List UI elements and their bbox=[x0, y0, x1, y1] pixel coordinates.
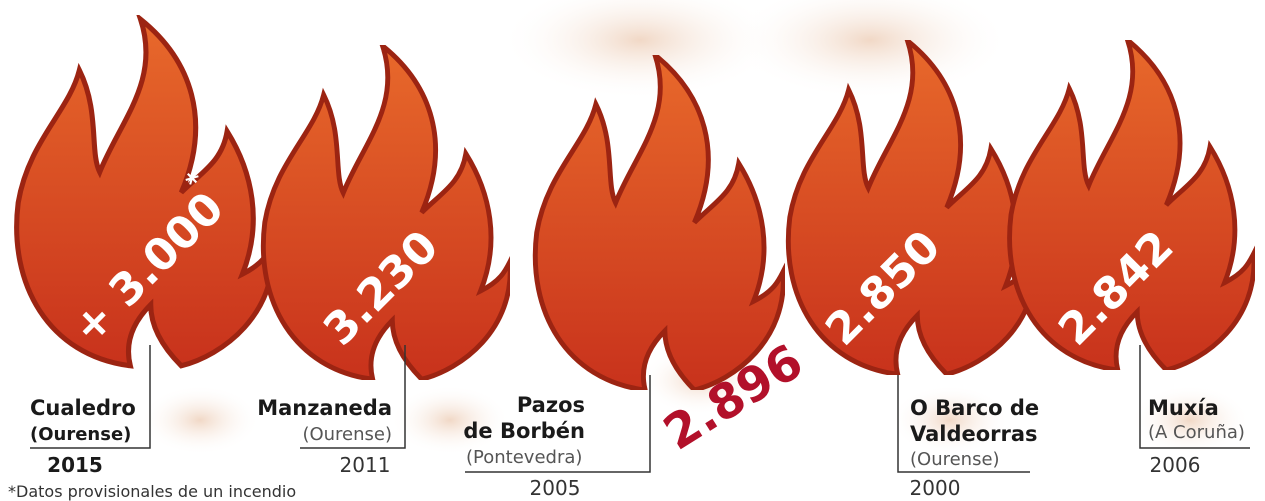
province: (Pontevedra) bbox=[466, 447, 582, 468]
province: (Ourense) bbox=[30, 424, 131, 445]
year: 2000 bbox=[910, 476, 961, 500]
place: Muxía bbox=[1148, 396, 1219, 420]
flame bbox=[1010, 40, 1254, 370]
place: Manzaneda bbox=[257, 396, 392, 420]
year: 2006 bbox=[1150, 453, 1201, 477]
province: (Ourense) bbox=[302, 424, 392, 445]
flame bbox=[535, 55, 783, 390]
flame bbox=[17, 19, 274, 366]
year: 2011 bbox=[340, 453, 391, 477]
province: (Ourense) bbox=[910, 449, 1000, 470]
place-line: de Borbén bbox=[463, 419, 585, 443]
infographic: + 3.000 * 3.230 2.896 2.850 2.842 Cualed… bbox=[0, 0, 1265, 501]
flame bbox=[263, 46, 510, 379]
province: (A Coruña) bbox=[1148, 422, 1245, 443]
label-3: Pazos de Borbén (Pontevedra) 2005 bbox=[463, 375, 650, 500]
year: 2015 bbox=[47, 453, 103, 477]
place-line: O Barco de bbox=[910, 396, 1039, 420]
place-line: Pazos bbox=[517, 393, 585, 417]
place-line: Valdeorras bbox=[910, 422, 1038, 446]
year: 2005 bbox=[530, 476, 581, 500]
place: Cualedro bbox=[30, 396, 136, 420]
footnote: *Datos provisionales de un incendio bbox=[8, 482, 296, 501]
